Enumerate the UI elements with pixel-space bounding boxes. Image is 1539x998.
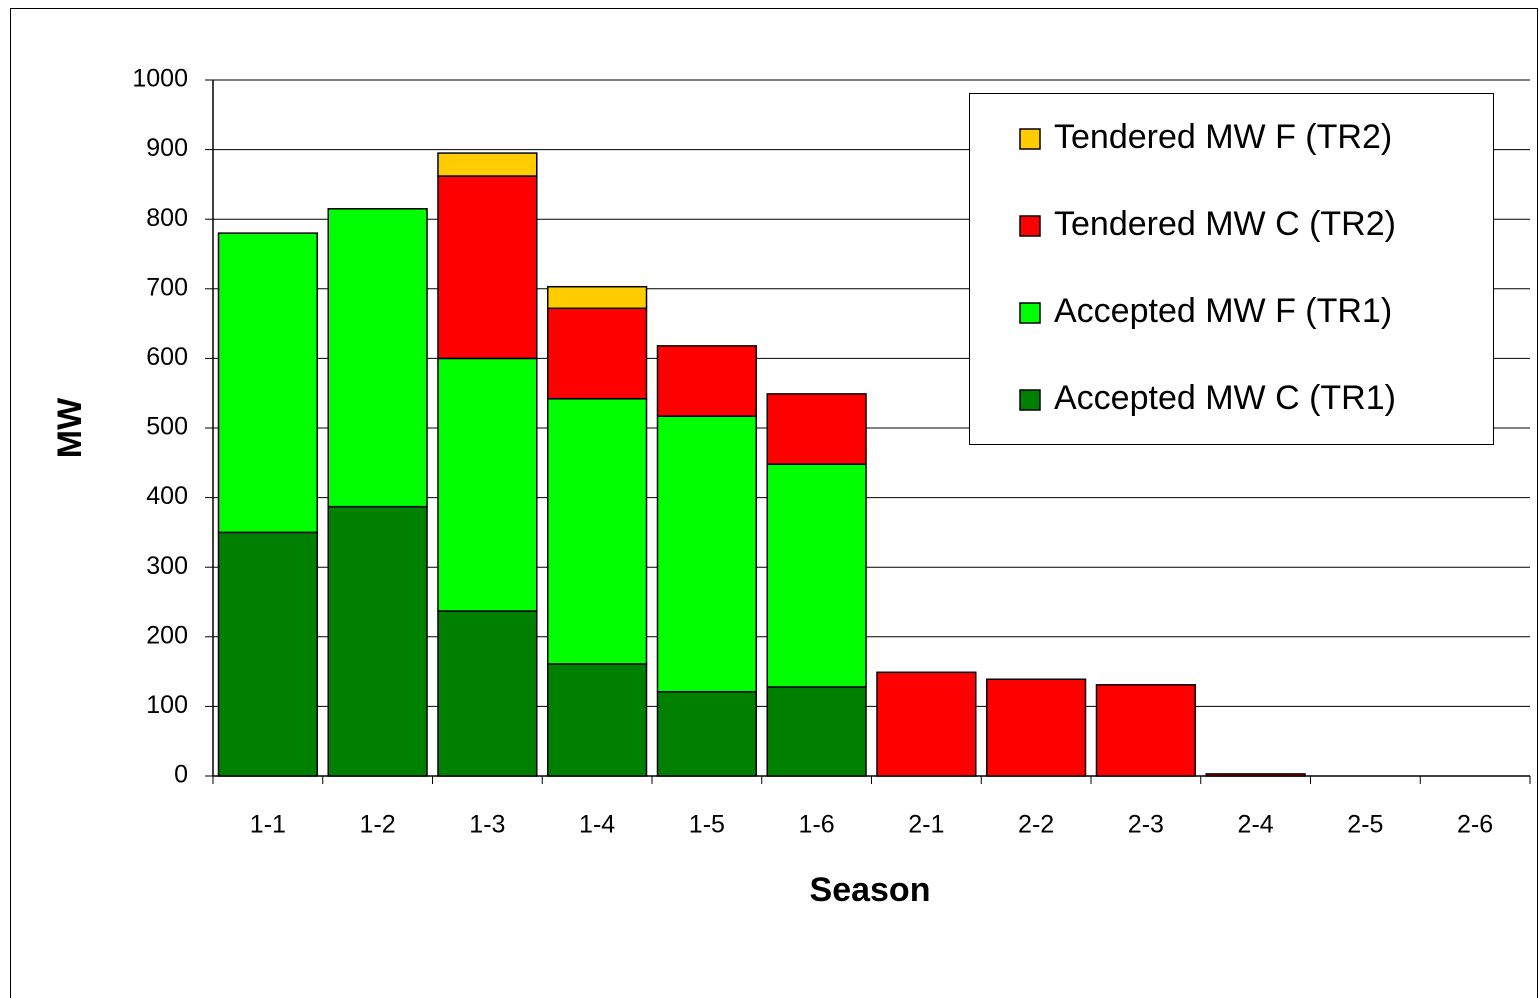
- y-tick-label: 1000: [132, 65, 188, 93]
- bar-segment: [437, 152, 538, 177]
- bar-segment: [437, 357, 538, 612]
- x-tick-label: 2-6: [1457, 811, 1493, 839]
- y-tick-label: 700: [146, 273, 188, 301]
- x-tick-label: 2-4: [1238, 811, 1274, 839]
- y-tick-label: 100: [146, 691, 188, 719]
- legend-swatch: [1019, 215, 1041, 237]
- y-tick-label: 400: [146, 482, 188, 510]
- x-tick-label: 2-5: [1347, 811, 1383, 839]
- x-tick-label: 1-6: [799, 811, 835, 839]
- legend-label: Accepted MW F (TR1): [1054, 292, 1392, 330]
- y-tick-label: 500: [146, 413, 188, 441]
- bar-segment: [766, 463, 867, 688]
- bar-segment: [766, 686, 867, 777]
- bar-segment: [1205, 773, 1306, 777]
- x-tick-label: 2-1: [908, 811, 944, 839]
- bar-segment: [985, 678, 1087, 777]
- y-tick-label: 200: [146, 621, 188, 649]
- bar-segment: [546, 307, 648, 400]
- bar-segment: [656, 415, 758, 693]
- x-tick-label: 1-4: [579, 811, 615, 839]
- bar-segment: [656, 691, 758, 777]
- bar-segment: [546, 398, 648, 665]
- legend-swatch: [1019, 128, 1041, 150]
- bar-segment: [546, 663, 648, 777]
- bar-segment: [217, 531, 319, 777]
- x-tick-label: 1-3: [469, 811, 505, 839]
- y-tick-label: 900: [146, 134, 188, 162]
- y-tick-label: 300: [146, 552, 188, 580]
- x-tick-label: 1-1: [250, 811, 286, 839]
- legend-swatch: [1019, 389, 1041, 411]
- bar-segment: [766, 393, 867, 465]
- bar-segment: [437, 175, 538, 360]
- bar-segment: [437, 610, 538, 777]
- bar-segment: [327, 208, 428, 508]
- y-tick-label: 800: [146, 204, 188, 232]
- legend-label: Tendered MW C (TR2): [1054, 205, 1396, 243]
- bar-segment: [656, 345, 758, 417]
- y-tick-label: 0: [174, 761, 188, 789]
- y-tick-label: 600: [146, 343, 188, 371]
- x-tick-label: 1-5: [689, 811, 725, 839]
- x-tick-label: 2-3: [1128, 811, 1164, 839]
- x-axis-label: Season: [810, 871, 931, 909]
- x-tick-label: 1-2: [360, 811, 396, 839]
- bar-segment: [327, 505, 428, 777]
- legend-label: Tendered MW F (TR2): [1054, 118, 1392, 156]
- y-axis-label: MW: [51, 397, 89, 458]
- legend-label: Accepted MW C (TR1): [1054, 379, 1396, 417]
- bar-segment: [217, 232, 319, 534]
- bar-segment: [546, 285, 648, 310]
- legend-swatch: [1019, 302, 1041, 324]
- legend-box: [969, 93, 1494, 445]
- x-tick-label: 2-2: [1018, 811, 1054, 839]
- bar-segment: [876, 671, 977, 777]
- bar-segment: [1095, 684, 1197, 777]
